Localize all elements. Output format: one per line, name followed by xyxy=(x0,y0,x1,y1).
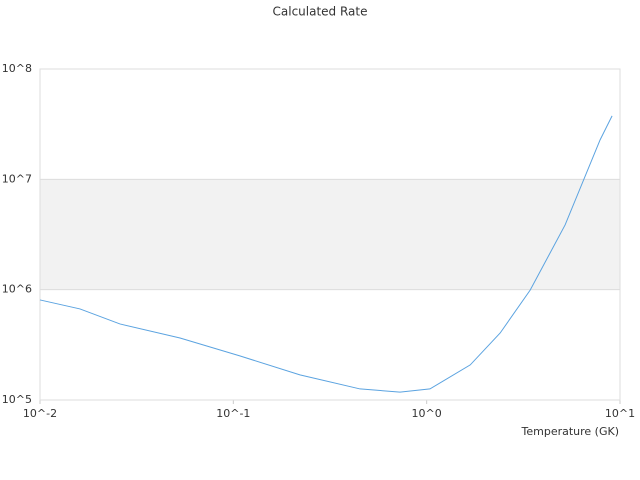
x-tick-label: 10^1 xyxy=(605,407,635,420)
x-tick-label: 10^0 xyxy=(412,407,442,420)
x-tick-label: 10^-1 xyxy=(216,407,250,420)
y-tick-label: 10^6 xyxy=(2,283,32,296)
plot-border xyxy=(39,68,621,401)
y-tick-label: 10^8 xyxy=(2,62,32,75)
grid-band xyxy=(40,179,620,290)
x-tick-label: 10^-2 xyxy=(23,407,57,420)
x-axis-label: Temperature (GK) xyxy=(521,425,620,438)
y-tick-label: 10^7 xyxy=(2,172,32,185)
y-tick-label: 10^5 xyxy=(2,393,32,406)
data-line xyxy=(39,115,613,393)
chart-title: Calculated Rate xyxy=(273,5,368,19)
